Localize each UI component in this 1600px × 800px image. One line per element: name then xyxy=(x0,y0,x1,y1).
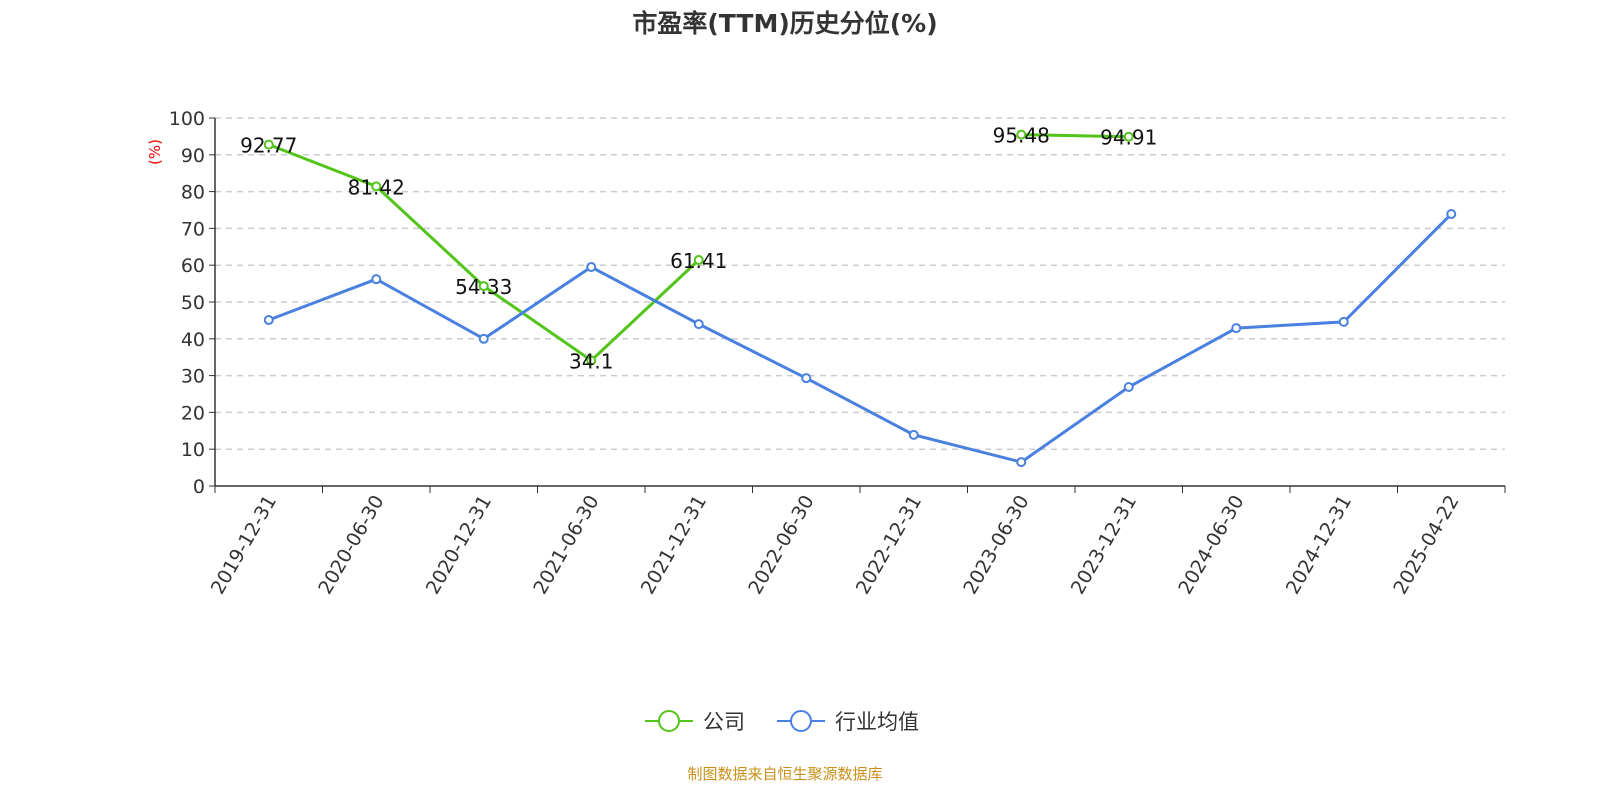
x-tick-label: 2020-12-31 xyxy=(422,492,496,599)
data-point[interactable] xyxy=(1231,323,1242,334)
data-point[interactable] xyxy=(371,274,382,285)
legend-circle-icon xyxy=(790,710,812,732)
data-point[interactable] xyxy=(478,333,489,344)
y-tick-label: 90 xyxy=(181,145,205,167)
data-label: 81.42 xyxy=(348,175,405,199)
data-point[interactable] xyxy=(478,281,489,292)
x-tick-label: 2023-12-31 xyxy=(1067,492,1141,599)
y-tick-label: 50 xyxy=(181,292,205,314)
y-tick-label: 30 xyxy=(181,366,205,388)
data-point[interactable] xyxy=(1016,129,1027,140)
y-axis-label: (%) xyxy=(146,139,164,165)
data-point[interactable] xyxy=(1123,382,1134,393)
data-label: 61.41 xyxy=(670,249,727,273)
data-point[interactable] xyxy=(693,255,704,266)
x-tick-label: 2022-06-30 xyxy=(744,492,818,599)
x-tick-label: 2022-12-31 xyxy=(852,492,926,599)
data-label: 94.91 xyxy=(1100,126,1157,150)
x-tick-label: 2021-06-30 xyxy=(529,492,603,599)
y-tick-label: 70 xyxy=(181,218,205,240)
data-point[interactable] xyxy=(801,373,812,384)
legend-circle-icon xyxy=(658,710,680,732)
source-note: 制图数据来自恒生聚源数据库 xyxy=(687,765,882,783)
data-point[interactable] xyxy=(908,429,919,440)
x-tick-label: 2024-06-30 xyxy=(1174,492,1248,599)
x-tick-label: 2025-04-22 xyxy=(1389,492,1463,599)
y-tick-label: 60 xyxy=(181,255,205,277)
data-point[interactable] xyxy=(1016,457,1027,468)
y-tick-label: 80 xyxy=(181,182,205,204)
series-line xyxy=(268,212,1453,464)
data-point[interactable] xyxy=(263,139,274,150)
y-tick-label: 10 xyxy=(181,439,205,461)
legend-label: 公司 xyxy=(703,710,745,734)
x-tick-label: 2019-12-31 xyxy=(207,492,281,599)
y-tick-label: 100 xyxy=(169,108,205,130)
data-label: 34.1 xyxy=(569,350,614,374)
y-tick-label: 40 xyxy=(181,329,205,351)
y-tick-label: 20 xyxy=(181,402,205,424)
x-tick-label: 2020-06-30 xyxy=(314,492,388,599)
x-tick-label: 2024-12-31 xyxy=(1282,492,1356,599)
data-point[interactable] xyxy=(1338,316,1349,327)
data-point[interactable] xyxy=(586,355,597,366)
data-label: 95.48 xyxy=(993,124,1050,148)
data-point[interactable] xyxy=(1446,209,1457,220)
legend-item[interactable]: 行业均值 xyxy=(777,710,919,734)
series-line xyxy=(268,143,700,363)
legend-label: 行业均值 xyxy=(835,710,919,734)
chart-title: 市盈率(TTM)历史分位(%) xyxy=(632,9,937,38)
legend-item[interactable]: 公司 xyxy=(645,710,745,734)
data-point[interactable] xyxy=(693,319,704,330)
x-tick-label: 2021-12-31 xyxy=(637,492,711,599)
data-label: 92.77 xyxy=(240,134,297,158)
data-point[interactable] xyxy=(1123,131,1134,142)
y-tick-label: 0 xyxy=(193,476,205,498)
data-point[interactable] xyxy=(371,181,382,192)
data-point[interactable] xyxy=(263,315,274,326)
data-point[interactable] xyxy=(586,262,597,273)
data-label: 54.33 xyxy=(455,275,512,299)
series-line xyxy=(1021,133,1129,139)
x-tick-label: 2023-06-30 xyxy=(959,492,1033,599)
